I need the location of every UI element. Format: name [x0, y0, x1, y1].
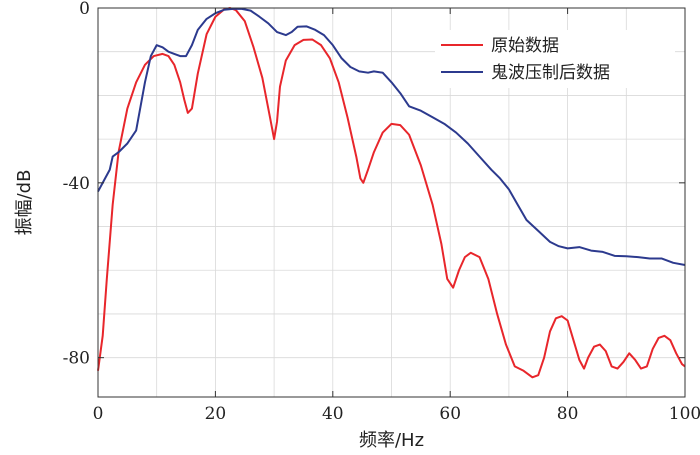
tick-labels: 0 20 40 60 80 100 0 -40 -80 — [63, 0, 700, 424]
x-tick-label: 0 — [93, 404, 104, 424]
y-tick-label: 0 — [79, 0, 90, 19]
plot-frame — [97, 7, 686, 398]
legend-background — [435, 30, 675, 88]
series-layer — [97, 7, 686, 379]
x-tick-label: 40 — [322, 404, 344, 424]
y-tick-label: -80 — [63, 349, 90, 369]
x-tick-label: 60 — [439, 404, 461, 424]
series-line-1 — [97, 7, 686, 266]
x-tick-label: 20 — [205, 404, 227, 424]
x-tick-label: 100 — [669, 404, 700, 424]
y-axis-label: 振幅/dB — [14, 170, 35, 236]
series-line-0 — [97, 7, 686, 379]
tick-marks — [97, 7, 686, 397]
legend: 原始数据 鬼波压制后数据 — [435, 30, 675, 88]
y-tick-label: -40 — [63, 174, 90, 194]
x-axis-label: 频率/Hz — [359, 430, 424, 451]
x-tick-label: 80 — [557, 404, 579, 424]
legend-label-deghosted: 鬼波压制后数据 — [491, 63, 610, 83]
legend-label-raw: 原始数据 — [491, 36, 559, 56]
